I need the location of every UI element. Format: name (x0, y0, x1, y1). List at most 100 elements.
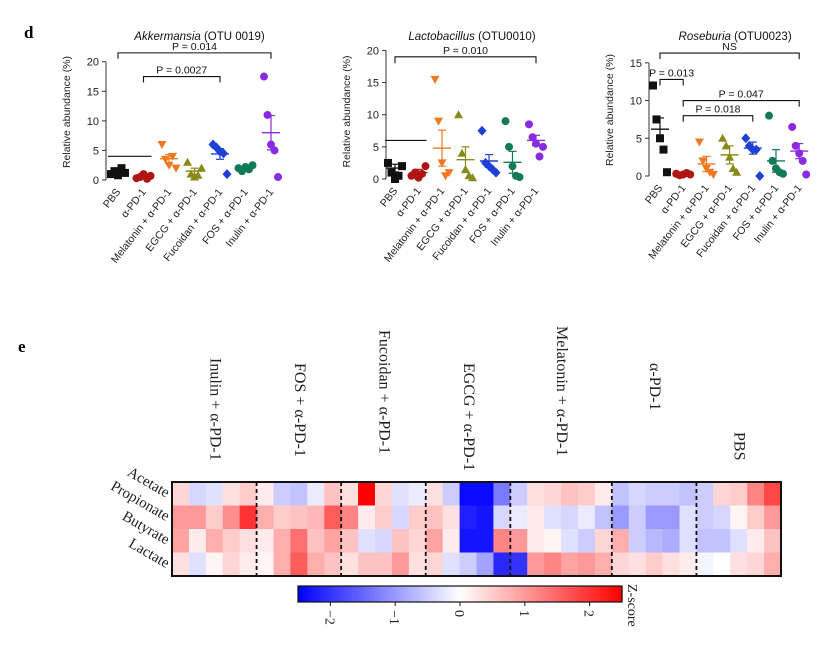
heatmap-cell (391, 482, 410, 506)
data-point (197, 163, 206, 172)
heatmap-cell (493, 482, 511, 506)
heatmap-cell (679, 505, 697, 530)
y-tick-label: 0 (373, 174, 379, 186)
heatmap-cell (527, 505, 545, 530)
heatmap-cell (679, 482, 697, 506)
heatmap-cell (375, 505, 393, 530)
scatter-panel-1: Akkermansia (OTU 0019) 0 5 10 15 20 Relative a… (61, 31, 282, 266)
heatmap-cell (510, 505, 528, 530)
data-point (802, 170, 811, 179)
heatmap-cell (408, 529, 427, 553)
colorbar-segment (449, 586, 454, 602)
heatmap-cell (442, 505, 461, 530)
heatmap-cell (290, 529, 308, 553)
heatmap-cell (172, 505, 190, 530)
data-point (779, 169, 787, 178)
data-point (788, 122, 797, 131)
data-point (387, 168, 396, 177)
heatmap-cell (391, 552, 410, 577)
data-point (718, 133, 728, 142)
heatmap-cell (747, 529, 765, 553)
heatmap-cell (544, 482, 562, 506)
colorbar-segment (582, 586, 587, 602)
heatmap-cell (358, 505, 376, 530)
heatmap-cell (544, 505, 562, 530)
data-point (418, 169, 426, 178)
y-tick-label: 5 (373, 142, 379, 154)
colorbar-segment (341, 586, 346, 602)
heatmap-cell (358, 529, 376, 553)
heatmap-cell (713, 529, 731, 553)
colorbar-segment (514, 586, 519, 602)
heatmap-column-label: Fucoidan + α-PD-1 (375, 330, 392, 454)
heatmap-cell (764, 505, 782, 530)
chart-title: Lactobacillus (OTU0010) (408, 31, 535, 43)
heatmap-cell (510, 482, 528, 506)
y-tick-label: 5 (636, 133, 642, 145)
heatmap-cell (730, 482, 748, 506)
data-point (384, 158, 392, 167)
data-point (741, 133, 751, 144)
heatmap-cell (645, 529, 664, 553)
heatmap-cell (172, 482, 190, 506)
colorbar-segment (380, 586, 385, 602)
heatmap-cell (527, 529, 545, 553)
significance-bracket (682, 100, 800, 107)
colorbar-segment (539, 586, 544, 602)
colorbar-tick-label: 2 (581, 610, 596, 617)
heatmap-cell (172, 552, 190, 577)
colorbar-segment (326, 586, 331, 602)
colorbar-segment (463, 586, 468, 602)
data-point (491, 167, 501, 178)
heatmap-cell (594, 482, 613, 506)
heatmap-panel: Inulin + α-PD-1 FOS + α-PD-1 Fucoidan + α-… (108, 326, 782, 627)
colorbar-segment (384, 586, 389, 602)
data-point (765, 111, 773, 120)
colorbar-segment (478, 586, 483, 602)
chart-title-otu: (OTU 0019) (201, 31, 265, 43)
heatmap-cell (239, 482, 258, 506)
data-point (539, 142, 547, 151)
heatmap-cell (290, 552, 308, 577)
heatmap-cell (594, 529, 613, 553)
heatmap-cell (324, 505, 342, 530)
colorbar-segment (445, 586, 450, 602)
colorbar-segment (388, 586, 393, 602)
heatmap-cell (561, 529, 579, 553)
colorbar-segment (496, 586, 501, 602)
heatmap-cell (273, 552, 291, 577)
heatmap-cell (747, 482, 765, 506)
colorbar-segment (571, 586, 576, 602)
chart-title-genus: Roseburia (679, 31, 731, 43)
data-point (117, 164, 126, 173)
colorbar-tick-label: 1 (516, 610, 531, 617)
colorbar-segment (557, 586, 562, 602)
colorbar-segment (593, 586, 598, 602)
panel-e-label: e (18, 337, 26, 356)
heatmap-cell (408, 482, 427, 506)
colorbar-segment (427, 586, 432, 602)
data-point (659, 145, 668, 154)
data-point (164, 161, 174, 170)
colorbar-segment (398, 586, 403, 602)
colorbar-segment (550, 586, 555, 602)
scatter-panel-3: Roseburia (OTU0023) 0 5 10 15 Relative abunda… (604, 31, 811, 262)
colorbar-segment (499, 586, 504, 602)
data-point (694, 138, 704, 147)
colorbar-segment (431, 586, 436, 602)
data-point (114, 171, 122, 180)
y-axis-label: Relative abundance (%) (61, 56, 73, 168)
y-tick-label: 10 (87, 116, 99, 128)
heatmap-cell (341, 529, 359, 553)
colorbar-segment (337, 586, 342, 602)
data-point (505, 142, 513, 151)
heatmap-cell (205, 482, 224, 506)
heatmap-cell (527, 482, 545, 506)
p-value-label: P = 0.018 (695, 104, 740, 116)
heatmap-cell (205, 529, 224, 553)
data-point (477, 125, 487, 136)
heatmap-cell (662, 505, 680, 530)
colorbar-segment (568, 586, 573, 602)
p-value-label: P = 0.014 (172, 41, 217, 53)
